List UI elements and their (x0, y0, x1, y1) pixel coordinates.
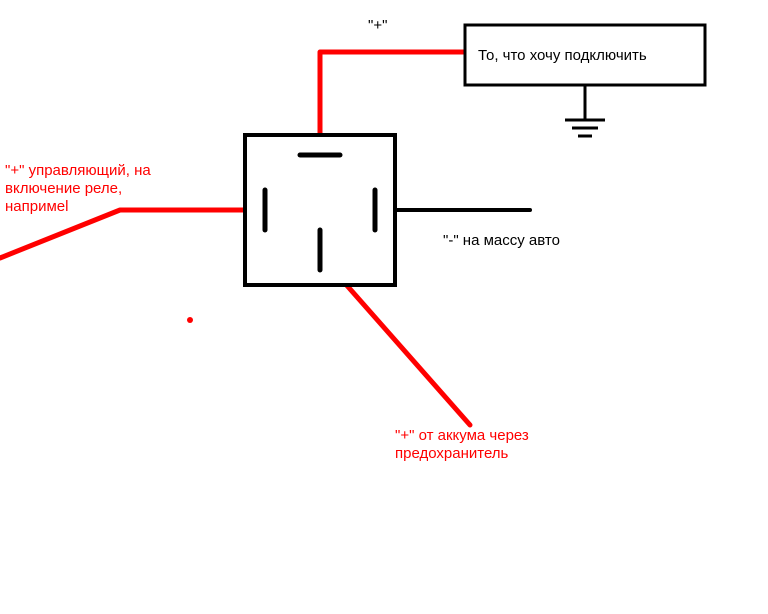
device-box-label: То, что хочу подключить (478, 47, 647, 64)
stray-dot (187, 317, 193, 323)
label-control-line2: включение реле, (5, 180, 122, 197)
label-fuse-line1: "+" от аккума через (395, 427, 529, 444)
relay-schematic: То, что хочу подключить "+" "-" на массу… (0, 0, 768, 614)
wire-left-control (0, 210, 265, 258)
label-control-line3: напримеl (5, 198, 68, 215)
label-mass: "-" на массу авто (443, 232, 560, 249)
label-fuse-line2: предохранитель (395, 445, 509, 462)
label-plus-top: "+" (368, 17, 387, 34)
label-control-line1: "+" управляющий, на (5, 162, 151, 179)
